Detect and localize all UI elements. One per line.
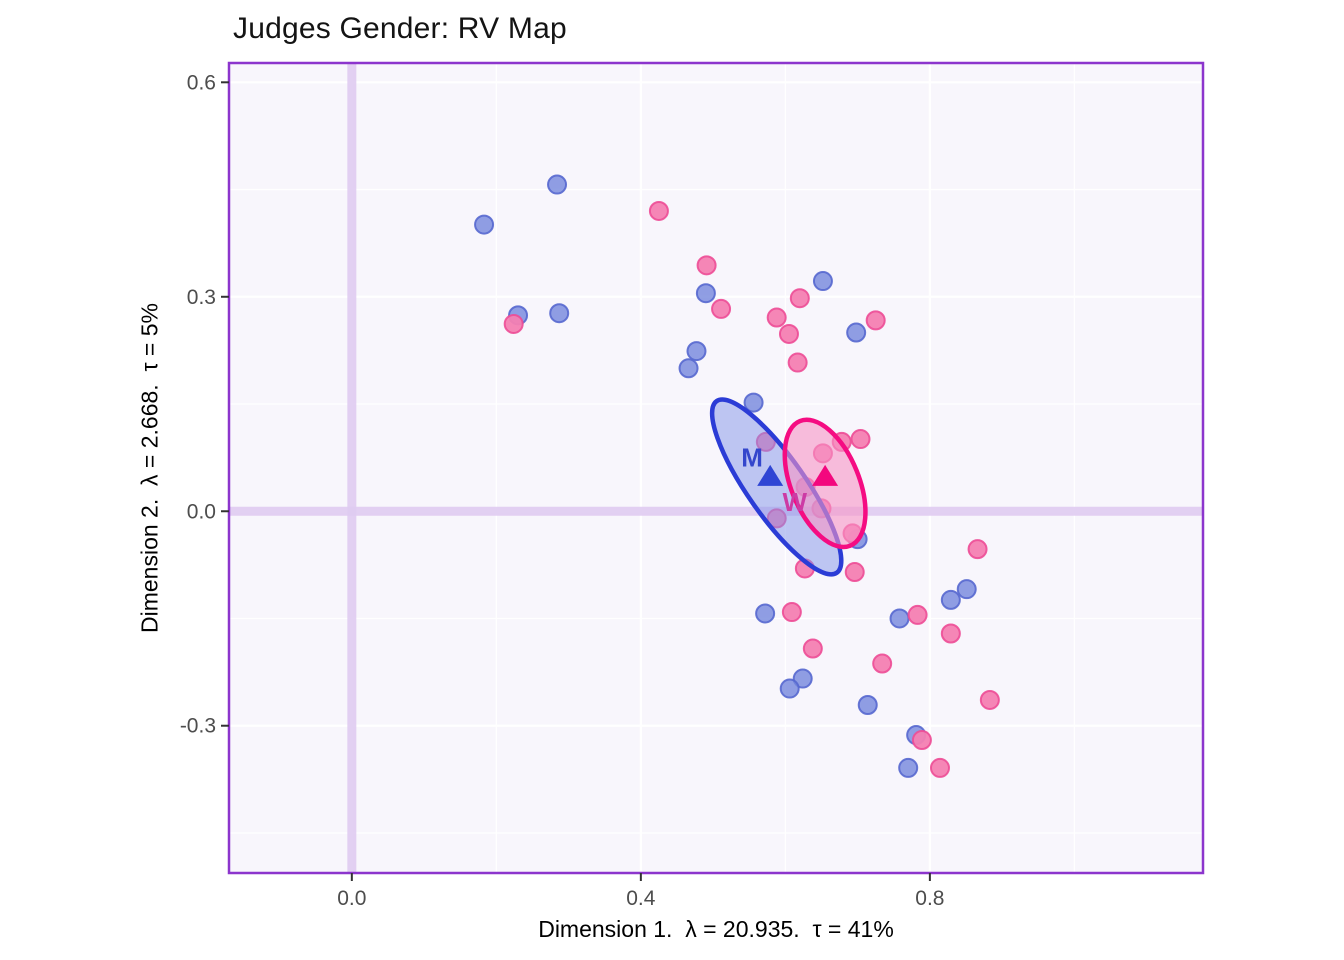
data-point-m xyxy=(678,358,699,379)
data-point-m xyxy=(940,589,961,610)
data-point-w xyxy=(929,757,950,778)
data-point-w xyxy=(778,323,799,344)
data-point-m xyxy=(686,341,707,362)
data-point-m xyxy=(956,579,977,600)
y-tick-label: -0.3 xyxy=(180,715,216,738)
x-tick-label: 0.4 xyxy=(626,887,656,910)
data-point-m xyxy=(898,757,919,778)
data-point-m xyxy=(755,603,776,624)
x-tick-label: 0.0 xyxy=(337,887,366,910)
centroid-triangle-w xyxy=(812,464,839,486)
data-point-m xyxy=(549,303,570,324)
chart-title: Judges Gender: RV Map xyxy=(233,12,567,45)
data-point-m xyxy=(846,322,867,343)
centroid-label-m: M xyxy=(741,442,763,472)
data-point-w xyxy=(787,352,808,373)
data-point-w xyxy=(940,623,961,644)
data-point-w xyxy=(979,689,1000,710)
data-point-w xyxy=(802,638,823,659)
y-tick-label: 0.3 xyxy=(187,286,216,309)
data-point-m xyxy=(474,214,495,235)
panel-border xyxy=(227,61,1205,875)
zero-line-horizontal xyxy=(229,506,1203,516)
data-point-m xyxy=(695,283,716,304)
data-point-w xyxy=(789,288,810,309)
data-point-w xyxy=(865,310,886,331)
data-point-w xyxy=(766,307,787,328)
data-point-w xyxy=(872,653,893,674)
data-point-m xyxy=(857,694,878,715)
data-point-w xyxy=(907,604,928,625)
data-point-m xyxy=(889,608,910,629)
data-point-w xyxy=(696,255,717,276)
data-point-w xyxy=(648,200,669,221)
data-point-w xyxy=(850,429,871,450)
data-point-w xyxy=(781,602,802,623)
data-point-w xyxy=(503,313,524,334)
centroid-triangle-m xyxy=(757,464,784,486)
data-point-w xyxy=(967,539,988,560)
panel-background xyxy=(229,63,1203,873)
data-point-m xyxy=(547,174,568,195)
y-tick-label: 0.6 xyxy=(187,71,216,94)
x-axis-title: Dimension 1. λ = 20.935. τ = 41% xyxy=(538,916,894,942)
data-point-m xyxy=(812,271,833,292)
data-point-w xyxy=(911,730,932,751)
data-point-m xyxy=(792,668,813,689)
data-point-m xyxy=(743,392,764,413)
centroid-label-w: W xyxy=(782,487,807,517)
data-point-m xyxy=(779,678,800,699)
data-point-w xyxy=(844,562,865,583)
data-point-w xyxy=(711,298,732,319)
zero-line-vertical xyxy=(347,63,357,873)
x-tick-label: 0.8 xyxy=(915,887,944,910)
y-tick-label: 0.0 xyxy=(187,500,216,523)
